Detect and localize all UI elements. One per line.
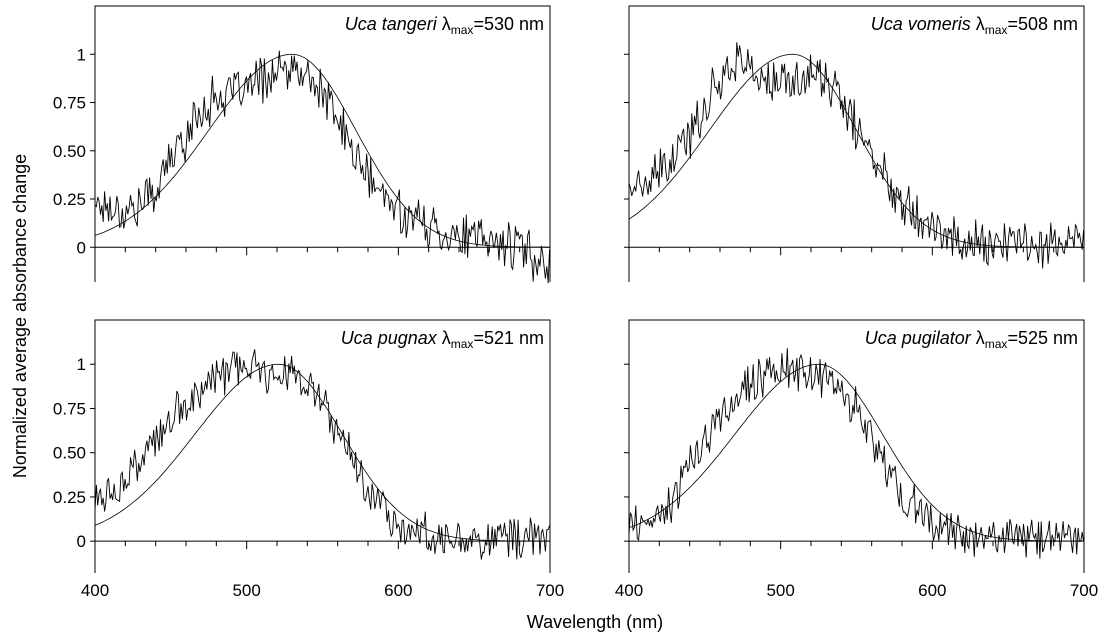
lambda-subscript: max [985, 337, 1008, 351]
y-tick-label: 0.25 [53, 190, 86, 209]
lambda-subscript: max [985, 23, 1008, 37]
lambda-max-value: =530 nm [473, 14, 544, 34]
plot-frame [94, 5, 551, 282]
lambda-max-value: =525 nm [1007, 328, 1078, 348]
y-tick-label: 0 [77, 238, 86, 257]
plot-frame [628, 319, 1085, 573]
panel-title: Uca tangeri λmax=530 nm [345, 14, 544, 37]
y-tick-label: 1 [77, 355, 86, 374]
x-tick-label: 600 [384, 581, 412, 600]
plot-frame [94, 319, 551, 573]
lambda-symbol: λ [976, 328, 985, 348]
y-axis-title: Normalized average absorbance change [10, 154, 30, 478]
y-tick-label: 0.25 [53, 488, 86, 507]
y-tick-label: 1 [77, 45, 86, 64]
lambda-symbol: λ [442, 14, 451, 34]
lambda-subscript: max [451, 23, 474, 37]
chart-panel: 0 0.25 0.50 0.75 1 Uca tangeri λmax=530 nm [53, 5, 551, 284]
lambda-max-value: =521 nm [473, 328, 544, 348]
x-tick-label: 400 [615, 581, 643, 600]
template-fit-curve [94, 53, 550, 248]
species-name: Uca pugnax [341, 328, 438, 348]
y-tick-label: 0.75 [53, 94, 86, 113]
panel-title: Uca pugilator λmax=525 nm [865, 328, 1078, 351]
template-fit-curve [94, 363, 550, 542]
x-tick-label: 500 [232, 581, 260, 600]
x-tick-label: 700 [536, 581, 564, 600]
chart-panel: Uca vomeris λmax=508 nm [624, 5, 1085, 282]
y-tick-label: 0 [77, 532, 86, 551]
y-tick-label: 0.75 [53, 399, 86, 418]
template-fit-curve [628, 363, 1084, 542]
chart-panel: 400 500 600 700 Uca pugilator λmax=525 nm [615, 319, 1098, 600]
panel-title: Uca pugnax λmax=521 nm [341, 328, 544, 351]
x-axis-title: Wavelength (nm) [527, 612, 663, 632]
panel-title: Uca vomeris λmax=508 nm [871, 14, 1078, 37]
template-fit-curve [628, 53, 1084, 248]
x-tick-label: 600 [918, 581, 946, 600]
y-tick-label: 0.50 [53, 142, 86, 161]
y-tick-label: 0.50 [53, 444, 86, 463]
lambda-subscript: max [451, 337, 474, 351]
x-tick-label: 700 [1070, 581, 1098, 600]
species-name: Uca pugilator [865, 328, 972, 348]
lambda-symbol: λ [442, 328, 451, 348]
chart-panel: 0 0.25 0.50 0.75 1 400 500 600 700 Uca pugnax λmax… [53, 319, 564, 600]
plot-frame [628, 5, 1085, 282]
measured-spectrum-line [94, 349, 550, 560]
measured-spectrum-line [628, 42, 1084, 269]
x-tick-label: 500 [766, 581, 794, 600]
measured-spectrum-line [628, 348, 1084, 559]
species-name: Uca tangeri [345, 14, 438, 34]
lambda-symbol: λ [976, 14, 985, 34]
measured-spectrum-line [94, 50, 550, 284]
lambda-max-value: =508 nm [1007, 14, 1078, 34]
x-tick-label: 400 [81, 581, 109, 600]
species-name: Uca vomeris [871, 14, 971, 34]
